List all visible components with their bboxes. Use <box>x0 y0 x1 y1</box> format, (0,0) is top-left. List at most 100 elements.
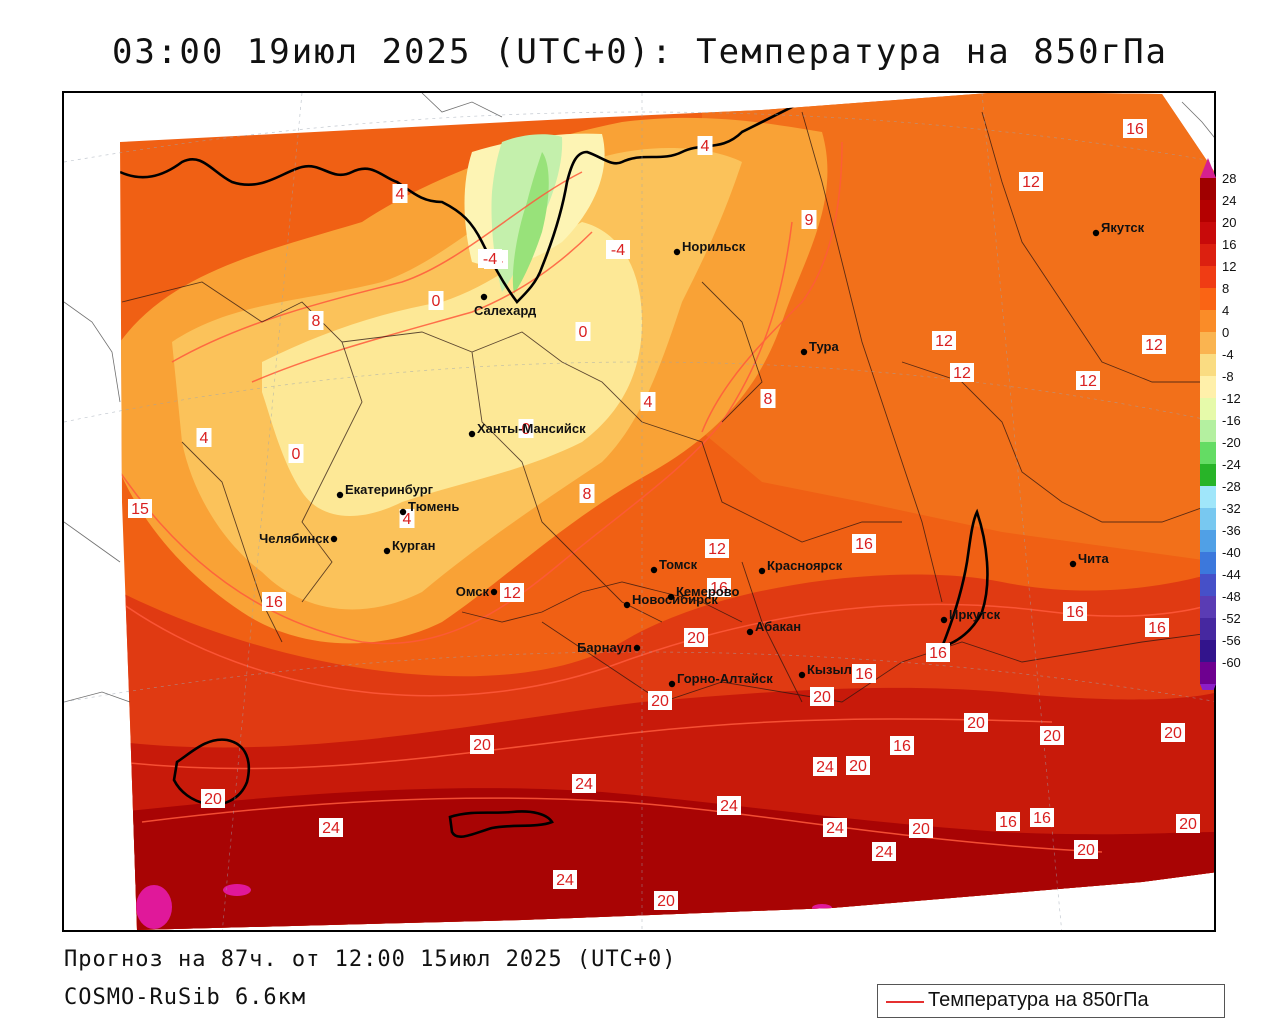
isotherm-label: 0 <box>428 291 444 310</box>
colorbar-tick-label: 0 <box>1222 325 1230 340</box>
isotherm-label: 0 <box>575 322 591 341</box>
colorbar-segment <box>1200 574 1216 596</box>
svg-text:16: 16 <box>855 666 873 683</box>
colorbar-tick-label: -12 <box>1222 391 1241 406</box>
city-label: Курган <box>392 538 435 553</box>
svg-text:16: 16 <box>265 594 283 611</box>
city-marker <box>336 491 344 499</box>
city-label: Омск <box>456 584 490 599</box>
colorbar-segment <box>1200 420 1216 442</box>
svg-text:12: 12 <box>953 365 971 382</box>
svg-text:20: 20 <box>849 758 867 775</box>
isotherm-label: 0 <box>288 444 304 463</box>
svg-text:20: 20 <box>1077 842 1095 859</box>
svg-text:24: 24 <box>322 820 340 837</box>
city-marker <box>480 293 488 301</box>
colorbar-tick-label: -24 <box>1222 457 1241 472</box>
svg-text:24: 24 <box>826 820 844 837</box>
city-marker <box>1092 229 1100 237</box>
svg-text:16: 16 <box>1033 810 1051 827</box>
isotherm-label: 20 <box>1074 840 1098 859</box>
city-marker <box>1069 560 1077 568</box>
colorbar-segment <box>1200 178 1216 200</box>
city-label: Екатеринбург <box>345 482 434 497</box>
svg-text:12: 12 <box>935 333 953 350</box>
isotherm-label: 8 <box>579 484 595 503</box>
city-label: Челябинск <box>259 531 329 546</box>
city-marker <box>673 248 681 256</box>
city-label: Иркутск <box>949 607 1001 622</box>
colorbar-tick-label: -44 <box>1222 567 1241 582</box>
colorbar-tick-label: -28 <box>1222 479 1241 494</box>
svg-text:12: 12 <box>708 541 726 558</box>
isotherm-label: 20 <box>964 713 988 732</box>
isotherm-label: 20 <box>846 756 870 775</box>
isotherm-label: 16 <box>926 643 950 662</box>
svg-text:20: 20 <box>912 821 930 838</box>
colorbar-segment <box>1200 618 1216 640</box>
svg-text:16: 16 <box>1126 121 1144 138</box>
colorbar-tick-label: -48 <box>1222 589 1241 604</box>
svg-text:20: 20 <box>967 715 985 732</box>
colorbar-segment <box>1200 442 1216 464</box>
svg-text:12: 12 <box>1145 337 1163 354</box>
city-marker <box>399 508 407 516</box>
isotherm-label: 20 <box>648 691 672 710</box>
svg-text:0: 0 <box>292 446 301 463</box>
colorbar-tick-label: 28 <box>1222 171 1237 186</box>
colorbar-top-arrow <box>1200 158 1216 178</box>
isotherm-label: 16 <box>890 736 914 755</box>
svg-text:20: 20 <box>1179 816 1197 833</box>
isotherm-label: 15 <box>128 499 152 518</box>
svg-text:20: 20 <box>657 893 675 910</box>
isotherm-label: 12 <box>705 539 729 558</box>
city-label: Барнаул <box>577 640 632 655</box>
city-label: Салехард <box>474 303 537 318</box>
svg-text:9: 9 <box>805 212 814 229</box>
isotherm-label: 20 <box>654 891 678 910</box>
isotherm-label: 20 <box>810 687 834 706</box>
isotherm-label: 0 <box>518 419 534 438</box>
isotherm-label: 24 <box>813 757 837 776</box>
temperature-map: 16124912121212848804040-4-44151216161620… <box>64 93 1214 930</box>
city-marker <box>468 430 476 438</box>
isotherm-label: 12 <box>500 583 524 602</box>
model-info: COSMO-RuSib 6.6км <box>64 985 307 1010</box>
city-label: Тюмень <box>408 499 459 514</box>
colorbar-tick-label: 8 <box>1222 281 1230 296</box>
colorbar-tick-label: -40 <box>1222 545 1241 560</box>
svg-text:16: 16 <box>1148 620 1166 637</box>
colorbar-segment <box>1200 530 1216 552</box>
svg-text:15: 15 <box>131 501 149 518</box>
isotherm-label: 24 <box>872 842 896 861</box>
city-label: Томск <box>659 557 698 572</box>
colorbar-tick-label: 24 <box>1222 193 1237 208</box>
svg-text:8: 8 <box>764 391 773 408</box>
isotherm-label: 8 <box>760 389 776 408</box>
svg-text:20: 20 <box>1164 725 1182 742</box>
svg-text:20: 20 <box>204 791 222 808</box>
colorbar-segment <box>1200 332 1216 354</box>
city-label: Чита <box>1078 551 1109 566</box>
svg-text:24: 24 <box>816 759 834 776</box>
svg-text:24: 24 <box>875 844 893 861</box>
colorbar-tick-label: -36 <box>1222 523 1241 538</box>
isotherm-label: 24 <box>553 870 577 889</box>
isotherm-label: 12 <box>932 331 956 350</box>
svg-text:8: 8 <box>583 486 592 503</box>
map-area[interactable]: 16124912121212848804040-4-44151216161620… <box>62 91 1216 932</box>
svg-text:0: 0 <box>522 421 531 438</box>
city-label: Горно-Алтайск <box>677 671 773 686</box>
city-label: Абакан <box>755 619 801 634</box>
svg-text:20: 20 <box>473 737 491 754</box>
isotherm-label: 16 <box>1063 602 1087 621</box>
isotherm-label: 12 <box>950 363 974 382</box>
isotherm-label: 24 <box>823 818 847 837</box>
city-marker <box>798 671 806 679</box>
colorbar-tick-label: -4 <box>1222 347 1234 362</box>
svg-text:20: 20 <box>1043 728 1061 745</box>
isotherm-label: 12 <box>1019 172 1043 191</box>
colorbar-segment <box>1200 464 1216 486</box>
isotherm-label: 12 <box>1142 335 1166 354</box>
city-marker <box>800 348 808 356</box>
